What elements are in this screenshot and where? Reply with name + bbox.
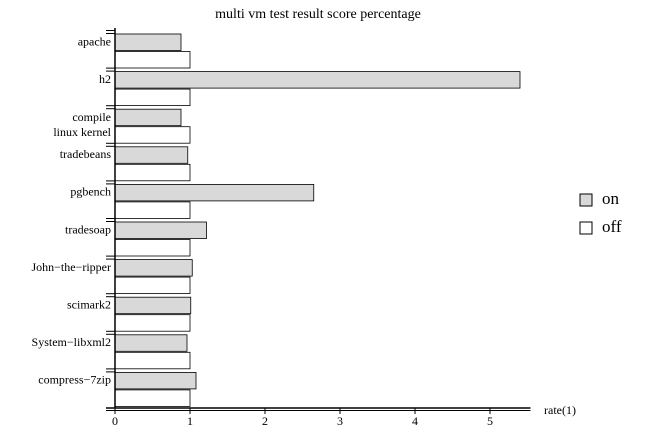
bar: [114, 126, 191, 144]
bar: [114, 201, 191, 219]
bar: [114, 296, 192, 315]
x-tick-label: 4: [412, 414, 418, 427]
x-tick-label: 2: [262, 414, 268, 427]
bar: [114, 33, 182, 51]
bar: [114, 314, 191, 332]
bar: [114, 334, 188, 352]
y-tick-label: compress−7zip: [38, 372, 111, 386]
bar: [114, 389, 191, 407]
chart-title: multi vm test result score percentage: [215, 7, 421, 22]
y-tick-label: apache: [78, 34, 111, 48]
y-tick-label: h2: [99, 72, 111, 86]
y-tick-label: scimark2: [67, 297, 111, 311]
bar: [114, 276, 191, 295]
bar: [114, 51, 191, 69]
y-tick-label: John−the−ripper: [31, 260, 111, 274]
legend-label: off: [602, 217, 622, 236]
bar: [114, 259, 193, 277]
y-tick-label: compile linux kernel: [53, 110, 111, 139]
bar: [114, 183, 315, 202]
bar: [114, 351, 191, 370]
y-tick-label: tradesoap: [65, 222, 111, 236]
x-axis-label: rate(1): [544, 403, 576, 417]
bar: [114, 146, 189, 164]
bar: [114, 108, 182, 127]
bar: [114, 221, 207, 239]
y-tick-label: pgbench: [70, 184, 111, 198]
bar: [114, 163, 191, 182]
bar: [114, 239, 191, 257]
legend-swatch: [579, 193, 593, 207]
legend-label: on: [602, 189, 620, 208]
legend-swatch: [579, 221, 593, 235]
y-tick-label: tradebeans: [60, 147, 112, 161]
x-tick-label: 1: [187, 414, 193, 427]
x-tick-label: 5: [487, 414, 493, 427]
x-tick-label: 0: [112, 414, 118, 427]
bar: [114, 88, 191, 106]
bar: [114, 371, 197, 390]
x-tick-label: 3: [337, 414, 343, 427]
y-tick-label: System−libxml2: [32, 335, 111, 349]
bar: [114, 71, 521, 89]
